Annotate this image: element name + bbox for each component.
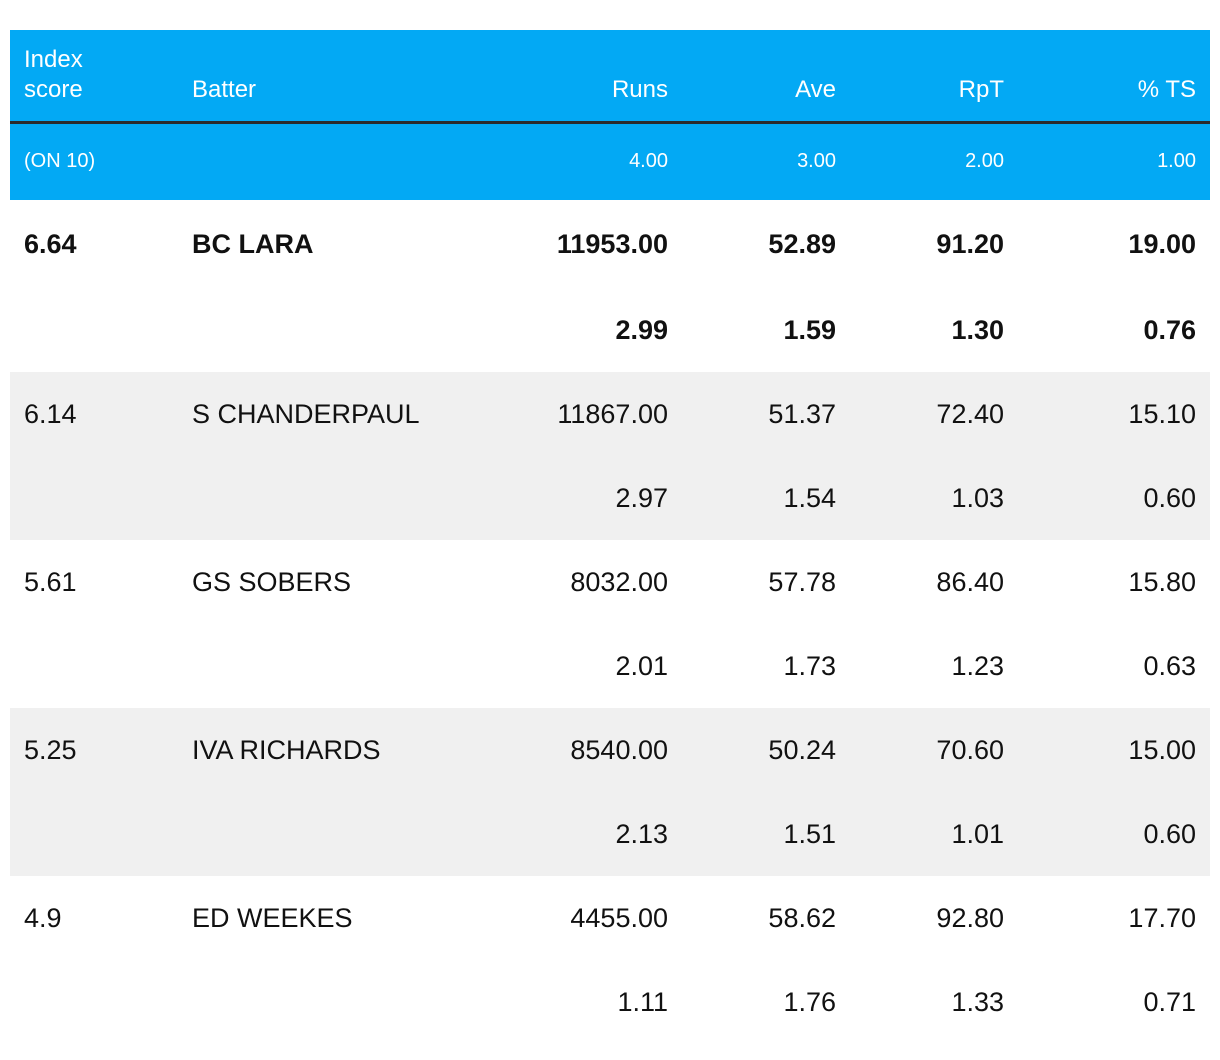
empty-cell <box>178 792 458 876</box>
empty-cell <box>10 456 178 540</box>
weight-ts: 1.00 <box>1018 122 1210 200</box>
ave-score-cell: 1.76 <box>783 986 836 1017</box>
batter-name-cell: BC LARA <box>192 228 314 259</box>
batter-name-cell: IVA RICHARDS <box>178 708 458 792</box>
header-ts: % TS <box>1018 30 1210 124</box>
header-batter: Batter <box>178 30 458 124</box>
ave-score-cell: 1.54 <box>682 456 850 540</box>
table-body: 6.64 BC LARA 11953.00 52.89 91.20 19.00 … <box>10 200 1210 1044</box>
ts-cell: 19.00 <box>1128 228 1196 259</box>
rpt-cell: 92.80 <box>936 902 1004 933</box>
empty-cell <box>178 960 458 1044</box>
rpt-cell: 91.20 <box>936 228 1004 259</box>
index-score-cell: 5.61 <box>24 566 77 597</box>
ts-cell: 15.00 <box>1018 708 1210 792</box>
batter-name-cell: S CHANDERPAUL <box>178 372 458 456</box>
weight-ave: 3.00 <box>682 122 850 200</box>
rpt-cell: 86.40 <box>936 566 1004 597</box>
ave-score-cell: 1.59 <box>783 314 836 345</box>
ts-score-cell: 0.76 <box>1143 314 1196 345</box>
header-runs: Runs <box>458 30 682 124</box>
table-row-scores: 1.11 1.76 1.33 0.71 <box>10 960 1210 1044</box>
table-row-scores: 2.99 1.59 1.30 0.76 <box>10 288 1210 372</box>
weights-batter-empty <box>178 122 458 200</box>
ave-cell: 51.37 <box>682 372 850 456</box>
header-ave: Ave <box>682 30 850 124</box>
rpt-cell: 72.40 <box>850 372 1018 456</box>
ave-score-cell: 1.51 <box>682 792 850 876</box>
weight-rpt: 2.00 <box>850 122 1018 200</box>
rpt-score-cell: 1.30 <box>951 314 1004 345</box>
weight-runs: 4.00 <box>458 122 682 200</box>
batting-index-table: Index score Batter Runs Ave RpT % TS (ON … <box>10 30 1210 1044</box>
batter-name-cell: GS SOBERS <box>192 566 352 597</box>
runs-score-cell: 1.11 <box>617 986 668 1017</box>
runs-cell: 8032.00 <box>570 566 668 597</box>
table-row-scores: 2.01 1.73 1.23 0.63 <box>10 624 1210 708</box>
ts-cell: 17.70 <box>1128 902 1196 933</box>
empty-cell <box>10 624 178 708</box>
table-row: 5.25 IVA RICHARDS 8540.00 50.24 70.60 15… <box>10 708 1210 792</box>
empty-cell <box>10 960 178 1044</box>
rpt-score-cell: 1.01 <box>850 792 1018 876</box>
header-row: Index score Batter Runs Ave RpT % TS <box>10 30 1210 124</box>
runs-cell: 11867.00 <box>458 372 682 456</box>
index-score-cell: 4.9 <box>24 902 62 933</box>
ts-score-cell: 0.63 <box>1143 650 1196 681</box>
runs-cell: 4455.00 <box>570 902 668 933</box>
runs-cell: 11953.00 <box>556 228 668 259</box>
empty-cell <box>10 288 178 372</box>
runs-cell: 8540.00 <box>458 708 682 792</box>
ave-cell: 52.89 <box>768 228 836 259</box>
table-row: 6.14 S CHANDERPAUL 11867.00 51.37 72.40 … <box>10 372 1210 456</box>
index-score-cell: 6.64 <box>24 228 77 259</box>
ts-cell: 15.10 <box>1018 372 1210 456</box>
batter-name-cell: ED WEEKES <box>192 902 353 933</box>
empty-cell <box>10 792 178 876</box>
weights-label: (ON 10) <box>10 122 178 200</box>
table-row-scores: 2.13 1.51 1.01 0.60 <box>10 792 1210 876</box>
rpt-cell: 70.60 <box>850 708 1018 792</box>
ave-cell: 50.24 <box>682 708 850 792</box>
table-row-scores: 2.97 1.54 1.03 0.60 <box>10 456 1210 540</box>
rpt-score-cell: 1.23 <box>951 650 1004 681</box>
empty-cell <box>178 624 458 708</box>
ave-score-cell: 1.73 <box>783 650 836 681</box>
runs-score-cell: 2.97 <box>458 456 682 540</box>
ts-cell: 15.80 <box>1128 566 1196 597</box>
empty-cell <box>178 456 458 540</box>
weights-row: (ON 10) 4.00 3.00 2.00 1.00 <box>10 122 1210 200</box>
index-score-cell: 5.25 <box>10 708 178 792</box>
table-header: Index score Batter Runs Ave RpT % TS (ON … <box>10 30 1210 200</box>
header-rpt: RpT <box>850 30 1018 124</box>
table-row: 6.64 BC LARA 11953.00 52.89 91.20 19.00 <box>10 200 1210 288</box>
header-index-score: Index score <box>10 30 178 124</box>
runs-score-cell: 2.13 <box>458 792 682 876</box>
rpt-score-cell: 1.03 <box>850 456 1018 540</box>
ave-cell: 57.78 <box>768 566 836 597</box>
ts-score-cell: 0.71 <box>1143 986 1196 1017</box>
ave-cell: 58.62 <box>768 902 836 933</box>
rpt-score-cell: 1.33 <box>951 986 1004 1017</box>
runs-score-cell: 2.01 <box>615 650 668 681</box>
table-row: 4.9 ED WEEKES 4455.00 58.62 92.80 17.70 <box>10 876 1210 960</box>
batting-index-table-container: Index score Batter Runs Ave RpT % TS (ON … <box>10 30 1210 1044</box>
empty-cell <box>178 288 458 372</box>
header-index-line2: score <box>24 75 83 103</box>
ts-score-cell: 0.60 <box>1018 792 1210 876</box>
ts-score-cell: 0.60 <box>1018 456 1210 540</box>
index-score-cell: 6.14 <box>10 372 178 456</box>
runs-score-cell: 2.99 <box>615 314 668 345</box>
header-index-line1: Index <box>24 45 83 73</box>
table-row: 5.61 GS SOBERS 8032.00 57.78 86.40 15.80 <box>10 540 1210 624</box>
